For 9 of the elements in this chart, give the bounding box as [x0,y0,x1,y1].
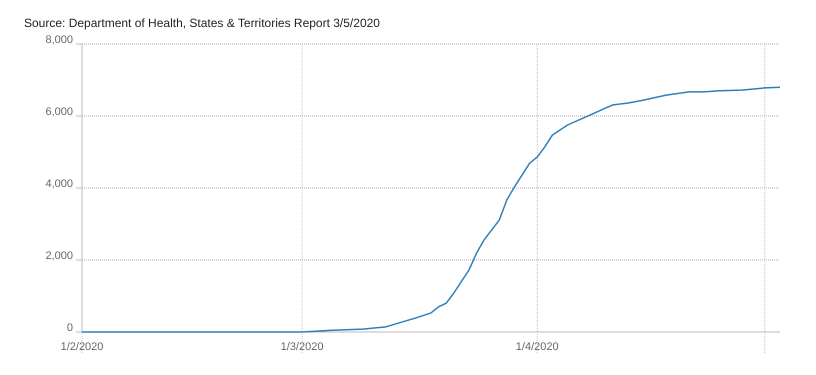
y-tick-label: 8,000 [45,34,73,46]
y-tick-label: 2,000 [45,250,73,262]
x-tick-label: 1/3/2020 [280,340,324,353]
x-tick-label: 1/2/2020 [60,340,104,353]
y-tick-label: 4,000 [45,178,73,190]
y-tick-label: 6,000 [45,106,73,118]
source-note: Source: Department of Health, States & Territories Report 3/5/2020 [24,16,380,30]
x-tick-label: 1/4/2020 [516,340,559,353]
y-tick-label: 0 [66,322,73,334]
